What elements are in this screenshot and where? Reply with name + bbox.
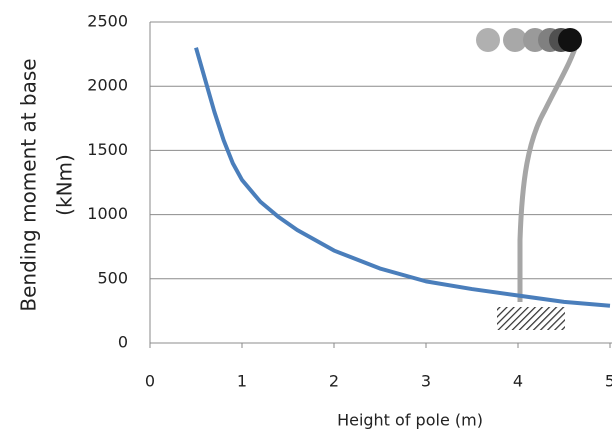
y-tick-label: 0 <box>118 333 128 352</box>
y-tick-label: 1000 <box>87 204 128 223</box>
y-axis-title: (kNm) <box>53 154 77 216</box>
pole-tip <box>558 28 582 52</box>
pole-tip <box>476 28 500 52</box>
x-tick-label: 2 <box>329 372 339 391</box>
y-tick-label: 500 <box>97 268 128 287</box>
base <box>497 307 565 330</box>
y-tick-label: 1500 <box>87 140 128 159</box>
x-axis-title: Height of pole (m) <box>337 411 483 430</box>
pole <box>517 41 580 302</box>
pole-illustration <box>476 28 582 330</box>
pole-tip <box>503 28 527 52</box>
data-line <box>194 47 611 308</box>
y-tick-label: 2000 <box>87 76 128 95</box>
x-tick-label: 0 <box>145 372 155 391</box>
y-tick-label: 2500 <box>87 12 128 31</box>
x-tick-label: 3 <box>421 372 431 391</box>
x-tick-label: 1 <box>237 372 247 391</box>
x-tick-label: 4 <box>513 372 523 391</box>
y-axis-title: Bending moment at base <box>17 58 41 311</box>
x-tick-label: 5 <box>605 372 612 391</box>
